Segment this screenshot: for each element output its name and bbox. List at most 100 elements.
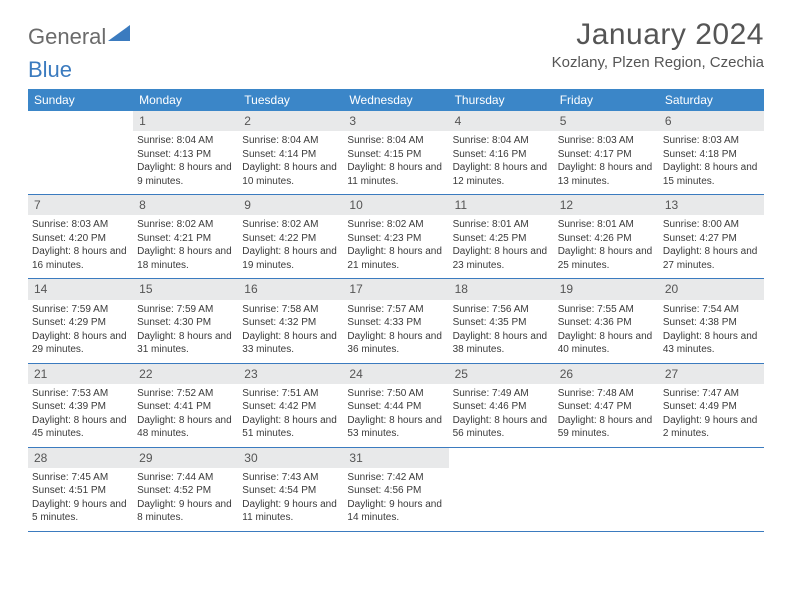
- sunset-line: Sunset: 4:29 PM: [32, 316, 129, 330]
- day-number: 11: [449, 195, 554, 215]
- calendar-day-cell: 20Sunrise: 7:54 AMSunset: 4:38 PMDayligh…: [659, 279, 764, 362]
- calendar-day-cell: 15Sunrise: 7:59 AMSunset: 4:30 PMDayligh…: [133, 279, 238, 362]
- daylight-line: Daylight: 8 hours and 53 minutes.: [347, 414, 444, 441]
- day-number: 31: [343, 448, 448, 468]
- sunrise-line: Sunrise: 7:44 AM: [137, 471, 234, 485]
- sunset-line: Sunset: 4:32 PM: [242, 316, 339, 330]
- daylight-line: Daylight: 8 hours and 45 minutes.: [32, 414, 129, 441]
- sunset-line: Sunset: 4:23 PM: [347, 232, 444, 246]
- sunrise-line: Sunrise: 8:03 AM: [32, 218, 129, 232]
- day-number: 22: [133, 364, 238, 384]
- day-number: 17: [343, 279, 448, 299]
- sunrise-line: Sunrise: 7:50 AM: [347, 387, 444, 401]
- daylight-line: Daylight: 8 hours and 9 minutes.: [137, 161, 234, 188]
- day-number: 6: [659, 111, 764, 131]
- day-number: 28: [28, 448, 133, 468]
- sunrise-line: Sunrise: 8:00 AM: [663, 218, 760, 232]
- calendar-day-cell: 22Sunrise: 7:52 AMSunset: 4:41 PMDayligh…: [133, 364, 238, 447]
- sunset-line: Sunset: 4:15 PM: [347, 148, 444, 162]
- day-number: 1: [133, 111, 238, 131]
- dow-tuesday: Tuesday: [238, 89, 343, 111]
- sunrise-line: Sunrise: 7:51 AM: [242, 387, 339, 401]
- sunset-line: Sunset: 4:38 PM: [663, 316, 760, 330]
- calendar-day-cell: 2Sunrise: 8:04 AMSunset: 4:14 PMDaylight…: [238, 111, 343, 194]
- calendar-day-cell: 17Sunrise: 7:57 AMSunset: 4:33 PMDayligh…: [343, 279, 448, 362]
- daylight-line: Daylight: 8 hours and 25 minutes.: [558, 245, 655, 272]
- calendar-day-cell: 9Sunrise: 8:02 AMSunset: 4:22 PMDaylight…: [238, 195, 343, 278]
- day-number: 2: [238, 111, 343, 131]
- sunrise-line: Sunrise: 7:47 AM: [663, 387, 760, 401]
- sunrise-line: Sunrise: 8:03 AM: [663, 134, 760, 148]
- daylight-line: Daylight: 9 hours and 14 minutes.: [347, 498, 444, 525]
- calendar-day-cell: 28Sunrise: 7:45 AMSunset: 4:51 PMDayligh…: [28, 448, 133, 531]
- calendar-day-cell: 3Sunrise: 8:04 AMSunset: 4:15 PMDaylight…: [343, 111, 448, 194]
- dow-wednesday: Wednesday: [343, 89, 448, 111]
- day-number: 19: [554, 279, 659, 299]
- sunrise-line: Sunrise: 7:49 AM: [453, 387, 550, 401]
- sunrise-line: Sunrise: 7:58 AM: [242, 303, 339, 317]
- sunrise-line: Sunrise: 8:02 AM: [242, 218, 339, 232]
- sunset-line: Sunset: 4:52 PM: [137, 484, 234, 498]
- dow-saturday: Saturday: [659, 89, 764, 111]
- calendar-day-cell: 14Sunrise: 7:59 AMSunset: 4:29 PMDayligh…: [28, 279, 133, 362]
- daylight-line: Daylight: 8 hours and 56 minutes.: [453, 414, 550, 441]
- day-number: 25: [449, 364, 554, 384]
- daylight-line: Daylight: 8 hours and 36 minutes.: [347, 330, 444, 357]
- calendar-day-cell: 21Sunrise: 7:53 AMSunset: 4:39 PMDayligh…: [28, 364, 133, 447]
- day-number: 8: [133, 195, 238, 215]
- sunrise-line: Sunrise: 7:59 AM: [137, 303, 234, 317]
- sunset-line: Sunset: 4:25 PM: [453, 232, 550, 246]
- sunset-line: Sunset: 4:54 PM: [242, 484, 339, 498]
- sunset-line: Sunset: 4:46 PM: [453, 400, 550, 414]
- calendar-day-cell: 19Sunrise: 7:55 AMSunset: 4:36 PMDayligh…: [554, 279, 659, 362]
- dow-sunday: Sunday: [28, 89, 133, 111]
- calendar-week-row: 21Sunrise: 7:53 AMSunset: 4:39 PMDayligh…: [28, 364, 764, 448]
- day-number: 7: [28, 195, 133, 215]
- calendar-weeks: .1Sunrise: 8:04 AMSunset: 4:13 PMDayligh…: [28, 111, 764, 532]
- dow-thursday: Thursday: [449, 89, 554, 111]
- daylight-line: Daylight: 8 hours and 15 minutes.: [663, 161, 760, 188]
- calendar-day-cell: 25 Sunrise: 7:49 AMSunset: 4:46 PMDayligh…: [449, 364, 554, 447]
- calendar-day-cell: .: [28, 111, 133, 194]
- daylight-line: Daylight: 8 hours and 43 minutes.: [663, 330, 760, 357]
- sunrise-line: Sunrise: 8:04 AM: [137, 134, 234, 148]
- day-number: 26: [554, 364, 659, 384]
- daylight-line: Daylight: 9 hours and 11 minutes.: [242, 498, 339, 525]
- sunrise-line: Sunrise: 8:04 AM: [347, 134, 444, 148]
- sunrise-line: Sunrise: 7:59 AM: [32, 303, 129, 317]
- day-number: 20: [659, 279, 764, 299]
- day-number: 10: [343, 195, 448, 215]
- sunset-line: Sunset: 4:26 PM: [558, 232, 655, 246]
- daylight-line: Daylight: 8 hours and 27 minutes.: [663, 245, 760, 272]
- calendar-day-cell: .: [449, 448, 554, 531]
- day-number: 16: [238, 279, 343, 299]
- sunrise-line: Sunrise: 7:45 AM: [32, 471, 129, 485]
- day-number: 23: [238, 364, 343, 384]
- month-title: January 2024: [552, 18, 764, 52]
- sunset-line: Sunset: 4:41 PM: [137, 400, 234, 414]
- sunset-line: Sunset: 4:14 PM: [242, 148, 339, 162]
- calendar-day-cell: 13Sunrise: 8:00 AMSunset: 4:27 PMDayligh…: [659, 195, 764, 278]
- calendar-day-cell: 23Sunrise: 7:51 AMSunset: 4:42 PMDayligh…: [238, 364, 343, 447]
- day-number: 27: [659, 364, 764, 384]
- sunrise-line: Sunrise: 7:48 AM: [558, 387, 655, 401]
- daylight-line: Daylight: 8 hours and 33 minutes.: [242, 330, 339, 357]
- daylight-line: Daylight: 8 hours and 31 minutes.: [137, 330, 234, 357]
- sunset-line: Sunset: 4:27 PM: [663, 232, 760, 246]
- calendar-day-cell: 31Sunrise: 7:42 AMSunset: 4:56 PMDayligh…: [343, 448, 448, 531]
- calendar-day-cell: .: [554, 448, 659, 531]
- day-number: 21: [28, 364, 133, 384]
- calendar-week-row: .1Sunrise: 8:04 AMSunset: 4:13 PMDayligh…: [28, 111, 764, 195]
- day-number: 3: [343, 111, 448, 131]
- sunset-line: Sunset: 4:16 PM: [453, 148, 550, 162]
- day-number: 12: [554, 195, 659, 215]
- daylight-line: Daylight: 9 hours and 2 minutes.: [663, 414, 760, 441]
- calendar-day-cell: 7Sunrise: 8:03 AMSunset: 4:20 PMDaylight…: [28, 195, 133, 278]
- calendar-day-cell: 16 Sunrise: 7:58 AMSunset: 4:32 PMDayligh…: [238, 279, 343, 362]
- calendar-week-row: 7Sunrise: 8:03 AMSunset: 4:20 PMDaylight…: [28, 195, 764, 279]
- calendar-week-row: 28 Sunrise: 7:45 AMSunset: 4:51 PM Dayligh…: [28, 448, 764, 532]
- sunset-line: Sunset: 4:51 PM: [32, 484, 129, 498]
- daylight-line: Daylight: 8 hours and 59 minutes.: [558, 414, 655, 441]
- sunrise-line: Sunrise: 7:42 AM: [347, 471, 444, 485]
- daylight-line: Daylight: 8 hours and 48 minutes.: [137, 414, 234, 441]
